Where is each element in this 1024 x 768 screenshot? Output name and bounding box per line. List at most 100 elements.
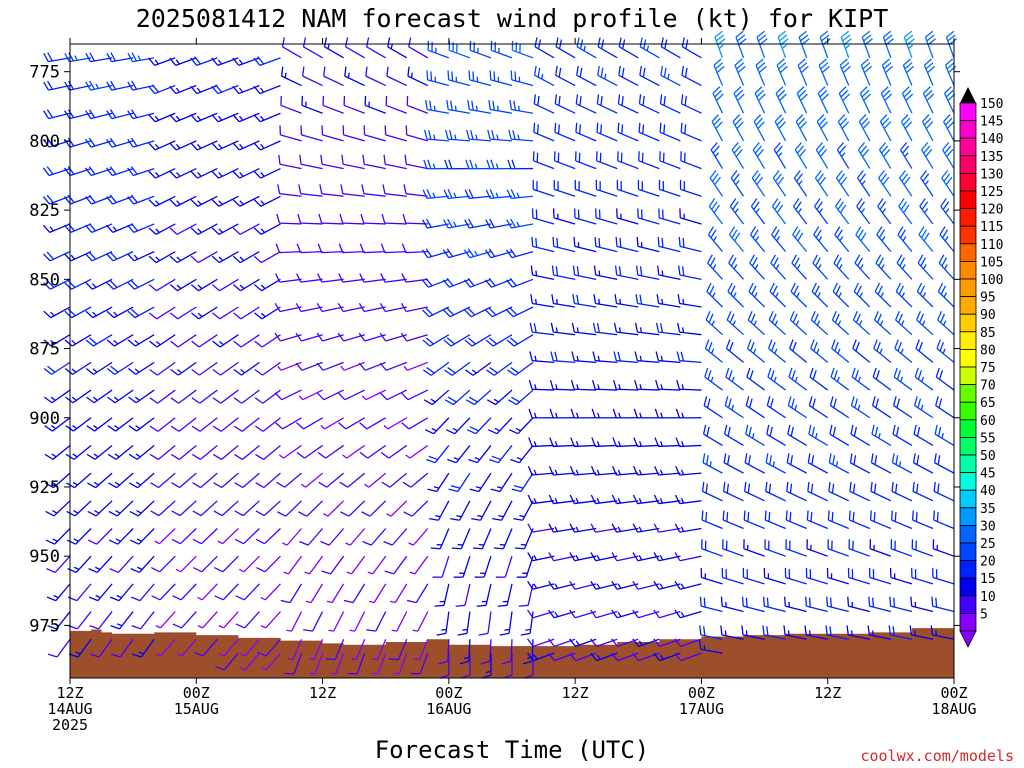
wind-barb xyxy=(731,142,745,169)
wind-barb xyxy=(762,625,786,640)
barb-full-flag xyxy=(855,226,862,236)
wind-barb xyxy=(594,236,618,253)
barb-staff xyxy=(305,472,323,488)
barb-half-flag xyxy=(155,340,161,346)
barb-staff xyxy=(768,347,787,363)
barb-full-flag xyxy=(706,426,710,437)
wind-barb xyxy=(233,417,260,432)
wind-barb xyxy=(43,278,71,290)
wind-barb xyxy=(284,652,303,675)
barb-full-flag xyxy=(940,198,947,207)
wind-barb xyxy=(326,583,345,604)
barb-staff xyxy=(616,388,639,391)
barb-full-flag xyxy=(820,62,829,70)
wind-barb xyxy=(297,213,323,225)
barb-full-flag xyxy=(946,148,954,158)
wind-barb xyxy=(569,494,597,505)
barb-full-flag xyxy=(710,142,718,151)
barb-half-flag xyxy=(94,510,100,514)
barb-staff xyxy=(260,167,281,179)
barb-full-flag xyxy=(148,57,156,66)
wind-barb xyxy=(323,37,344,59)
barb-staff xyxy=(576,74,597,87)
wind-barb xyxy=(527,552,555,562)
barb-staff xyxy=(179,500,197,517)
barb-half-flag xyxy=(837,320,842,326)
barb-half-flag xyxy=(95,594,101,599)
wind-barb xyxy=(699,596,723,613)
barb-staff xyxy=(417,611,429,632)
barb-full-flag xyxy=(42,167,50,176)
wind-barb xyxy=(741,596,765,613)
barb-full-flag xyxy=(926,34,935,42)
barb-full-flag xyxy=(819,148,828,158)
barb-half-flag xyxy=(904,152,909,158)
barb-full-flag xyxy=(361,511,371,517)
wind-barb xyxy=(464,306,492,318)
barb-half-flag xyxy=(217,540,223,545)
wind-barb xyxy=(85,166,113,177)
barb-full-flag xyxy=(922,173,930,182)
wind-barb xyxy=(850,396,871,419)
barb-full-flag xyxy=(421,309,430,318)
barb-full-flag xyxy=(233,368,242,376)
barb-full-flag xyxy=(106,282,114,290)
wind-barb xyxy=(791,254,808,280)
barb-staff xyxy=(595,388,618,391)
barb-full-flag xyxy=(758,65,767,74)
barb-staff xyxy=(497,445,513,464)
barb-full-flag xyxy=(720,625,723,635)
barb-half-flag xyxy=(858,320,863,326)
barb-full-flag xyxy=(875,370,880,380)
barb-full-flag xyxy=(85,310,94,319)
barb-full-flag xyxy=(404,154,407,165)
barb-full-flag xyxy=(829,424,833,435)
barb-full-flag xyxy=(920,170,927,179)
barb-full-flag xyxy=(107,425,116,432)
barb-full-flag xyxy=(255,510,265,517)
barb-staff xyxy=(51,389,71,404)
barb-staff xyxy=(429,334,450,347)
wind-barb xyxy=(827,539,849,557)
barb-full-flag xyxy=(838,86,847,94)
barb-half-flag xyxy=(239,284,245,290)
wind-barb xyxy=(191,306,218,320)
barb-staff xyxy=(869,576,892,585)
barb-full-flag xyxy=(914,396,918,406)
wind-barb xyxy=(499,611,513,636)
wind-barb xyxy=(295,303,323,313)
barb-staff xyxy=(448,108,471,114)
barb-full-flag xyxy=(469,159,474,169)
barb-full-flag xyxy=(747,311,753,321)
barb-full-flag xyxy=(894,311,900,321)
barb-full-flag xyxy=(789,512,792,522)
barb-full-flag xyxy=(421,279,429,288)
wind-barb xyxy=(591,437,618,448)
barb-full-flag xyxy=(773,229,780,239)
barb-half-flag xyxy=(534,384,537,390)
wind-barb xyxy=(412,611,429,632)
barb-full-flag xyxy=(808,424,812,435)
barb-staff xyxy=(679,274,702,280)
wind-barb xyxy=(836,142,850,169)
barb-staff xyxy=(595,360,618,364)
barb-half-flag xyxy=(457,543,463,546)
barb-staff xyxy=(450,334,471,347)
barb-full-flag xyxy=(674,580,681,590)
barb-full-flag xyxy=(170,425,180,432)
barb-staff xyxy=(512,278,534,288)
barb-full-flag xyxy=(211,255,220,264)
barb-full-flag xyxy=(936,512,939,522)
barb-full-flag xyxy=(150,482,159,489)
barb-half-flag xyxy=(176,256,182,262)
barb-staff xyxy=(877,205,892,225)
barb-full-flag xyxy=(918,313,924,323)
barb-half-flag xyxy=(817,264,822,270)
barb-full-flag xyxy=(148,199,157,207)
wind-barb xyxy=(808,424,829,446)
barb-staff xyxy=(176,251,197,264)
wind-barb xyxy=(674,638,702,647)
wind-barb xyxy=(430,528,450,550)
wind-barb xyxy=(64,223,92,233)
wind-barb xyxy=(234,528,260,545)
